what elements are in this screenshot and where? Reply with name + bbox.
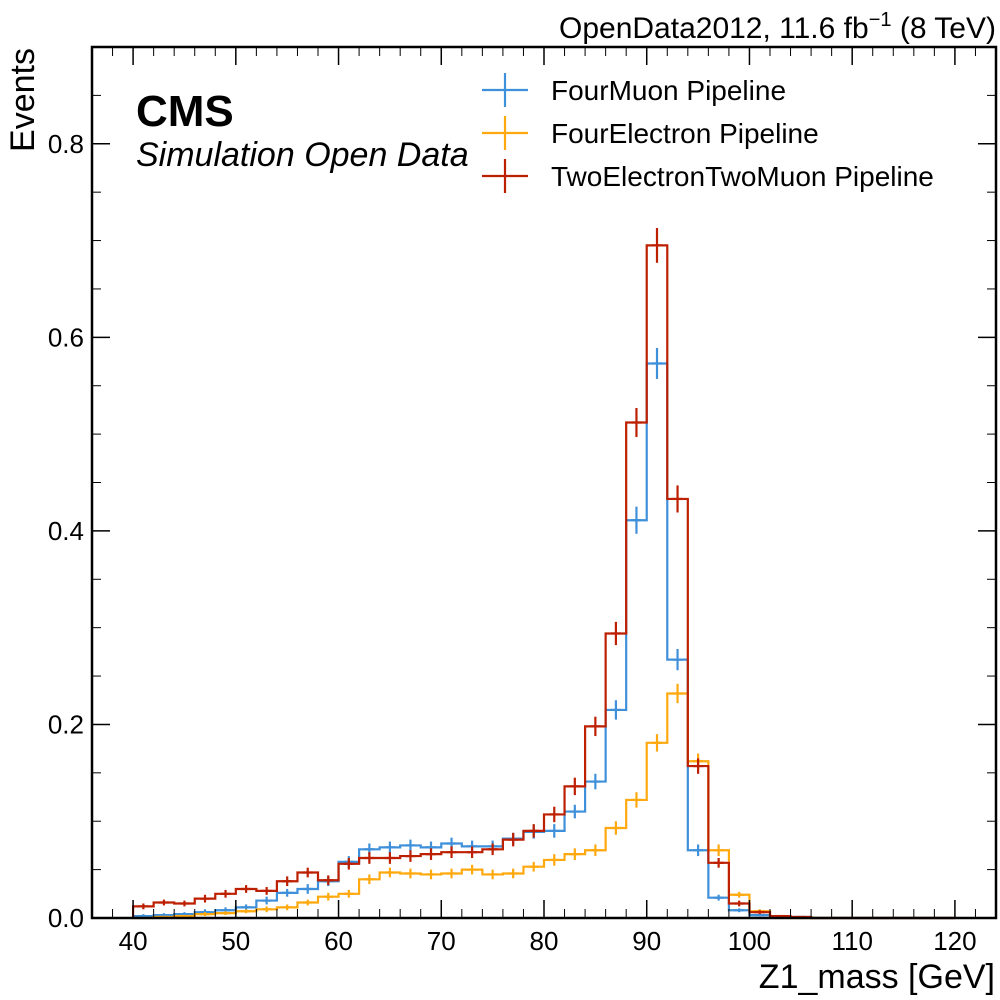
- histogram-step-line: [131, 362, 955, 920]
- legend-label: TwoElectronTwoMuon Pipeline: [551, 161, 934, 192]
- y-tick-label: 0.2: [48, 709, 84, 739]
- series-3: [131, 227, 955, 920]
- x-tick-label: 80: [530, 926, 559, 956]
- x-tick-label: 100: [728, 926, 771, 956]
- y-tick-label: 0.8: [48, 129, 84, 159]
- histogram-step-line: [131, 244, 955, 920]
- luminosity-energy: (8 TeV): [892, 12, 997, 45]
- legend-label: FourElectron Pipeline: [551, 118, 819, 149]
- legend: FourMuon Pipeline FourElectron Pipeline Tw…: [482, 73, 934, 193]
- x-axis-title: Z1_mass [GeV]: [759, 958, 995, 996]
- x-tick-label: 40: [119, 926, 148, 956]
- plot-content: [131, 227, 955, 920]
- luminosity-exponent: −1: [869, 9, 892, 31]
- histogram-step-line: [133, 692, 955, 920]
- legend-label: FourMuon Pipeline: [551, 75, 786, 106]
- cms-label: CMS: [136, 87, 234, 136]
- luminosity-label: OpenData2012, 11.6 fb−1 (8 TeV): [559, 9, 996, 45]
- series-1: [131, 347, 955, 920]
- axis-ticks: 40 50 60 70 80 90 100 110 120 0.0 0.2 0.4 0.6 0.8: [48, 46, 997, 956]
- y-tick-label: 0.0: [48, 903, 84, 933]
- x-tick-label: 50: [221, 926, 250, 956]
- x-tick-label: 90: [632, 926, 661, 956]
- y-tick-label: 0.6: [48, 322, 84, 352]
- y-axis-title: Events: [4, 48, 42, 152]
- cms-sublabel: Simulation Open Data: [136, 136, 469, 174]
- x-tick-label: 120: [933, 926, 976, 956]
- legend-entry: FourElectron Pipeline: [482, 116, 819, 150]
- y-tick-label: 0.4: [48, 516, 84, 546]
- x-tick-label: 110: [831, 926, 872, 956]
- luminosity-main: OpenData2012, 11.6 fb: [559, 12, 869, 45]
- x-tick-label: 70: [427, 926, 456, 956]
- legend-entry: TwoElectronTwoMuon Pipeline: [482, 159, 934, 193]
- legend-entry: FourMuon Pipeline: [482, 73, 786, 107]
- x-tick-label: 60: [324, 926, 353, 956]
- series-2: [133, 683, 955, 920]
